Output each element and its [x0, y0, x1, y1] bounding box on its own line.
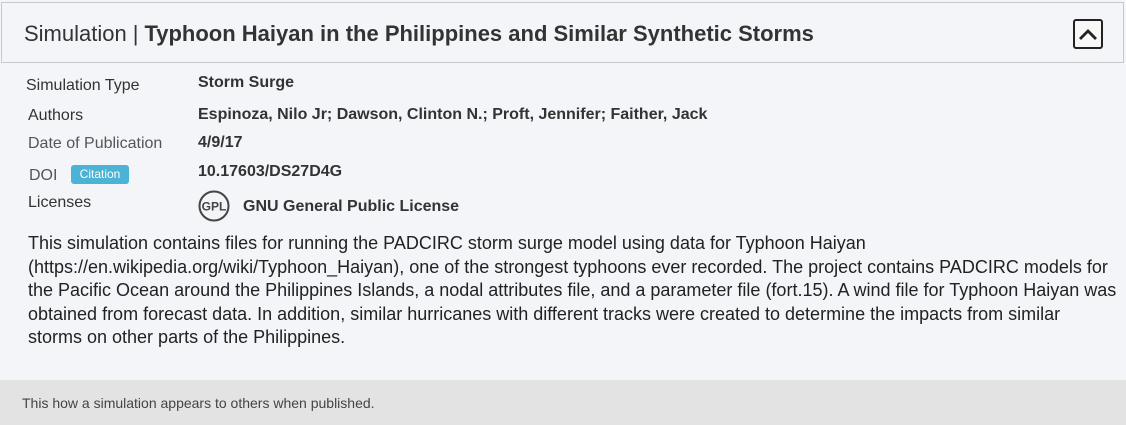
authors-label: Authors: [28, 107, 84, 124]
citation-badge[interactable]: Citation: [71, 165, 129, 184]
doi-label: DOI: [29, 167, 58, 184]
description: This simulation contains files for runni…: [28, 233, 1117, 347]
meta-row-authors: Authors Espinoza, Nilo Jr; Dawson, Clint…: [0, 104, 1126, 128]
authors-value: Espinoza, Nilo Jr; Dawson, Clinton N.; P…: [198, 106, 708, 123]
chevron-up-icon: [1079, 29, 1097, 40]
date-value: 4/9/17: [198, 134, 243, 151]
gpl-license-icon: GPL: [198, 190, 230, 222]
meta-row-simulation-type: Simulation Type Storm Surge: [0, 73, 1126, 97]
publication-card: Simulation | Typhoon Haiyan in the Philipp…: [0, 2, 1126, 347]
license-name[interactable]: GNU General Public License: [243, 198, 460, 215]
card-header: Simulation | Typhoon Haiyan in the Philipp…: [1, 2, 1124, 63]
simulation-type-label: Simulation Type: [26, 77, 140, 94]
meta-row-date: Date of Publication 4/9/17: [0, 132, 1126, 156]
header-kind: Simulation: [24, 21, 127, 46]
header-separator: |: [132, 21, 139, 46]
simulation-type-value: Storm Surge: [198, 74, 295, 91]
date-label: Date of Publication: [28, 135, 163, 152]
meta-row-doi: DOI Citation 10.17603/DS27D4G: [0, 160, 1126, 184]
collapse-button[interactable]: [1073, 19, 1103, 49]
page-title: Simulation | Typhoon Haiyan in the Philipp…: [24, 21, 814, 47]
doi-value[interactable]: 10.17603/DS27D4G: [198, 163, 343, 180]
meta-row-licenses: Licenses GPL GNU General Public License: [0, 190, 1126, 224]
gpl-icon-text: GPL: [202, 200, 227, 214]
project-title: Typhoon Haiyan in the Philippines and Si…: [144, 21, 814, 46]
footer-note: This how a simulation appears to others …: [22, 395, 375, 411]
footer-bar: This how a simulation appears to others …: [0, 380, 1126, 425]
licenses-label: Licenses: [28, 194, 92, 211]
